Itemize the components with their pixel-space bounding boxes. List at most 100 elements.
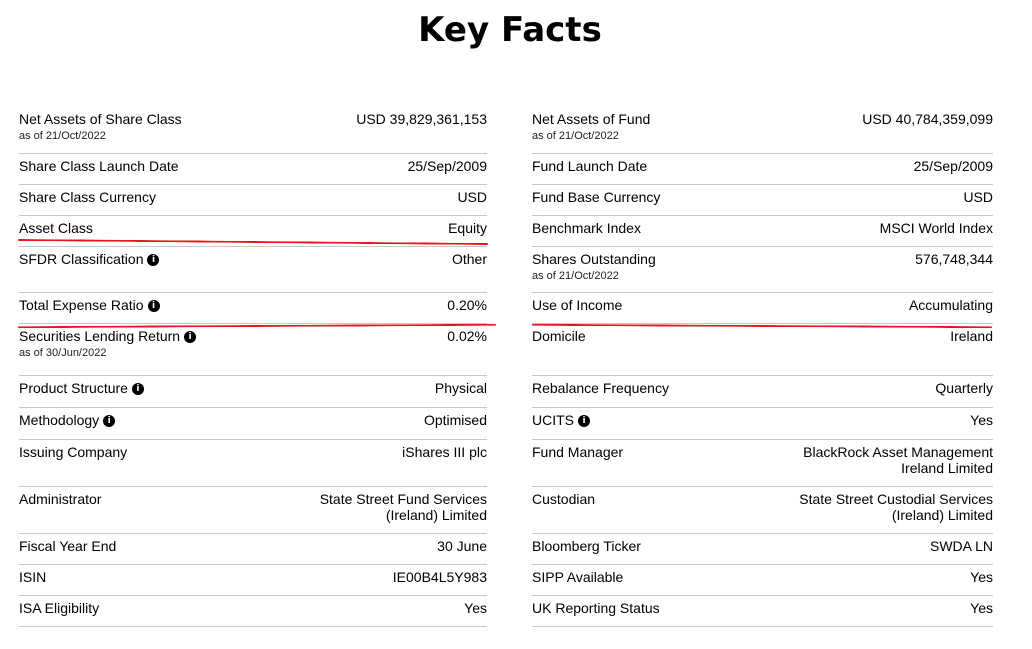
fact-row-share-class-currency: Share Class Currency USD bbox=[19, 185, 487, 216]
fact-row-isa-eligibility: ISA Eligibility Yes bbox=[19, 596, 487, 627]
fact-label-text: Fund Base Currency bbox=[532, 189, 661, 205]
fact-row-administrator: Administrator State Street Fund Services … bbox=[19, 487, 487, 534]
fact-label-text: ISIN bbox=[19, 569, 47, 585]
fact-label-text: Securities Lending Return bbox=[19, 328, 181, 344]
fact-label-wrap: Methodology i bbox=[19, 412, 116, 429]
fact-row-domicile: Domicile Ireland bbox=[532, 324, 993, 376]
fact-as-of-date: as of 21/Oct/2022 bbox=[532, 130, 619, 142]
fact-row-methodology: Methodology i Optimised bbox=[19, 408, 487, 440]
fact-value: Quarterly bbox=[935, 380, 993, 396]
fact-label: Net Assets of Fund bbox=[532, 111, 650, 128]
fact-label-wrap: SIPP Available bbox=[532, 569, 623, 586]
info-icon[interactable]: i bbox=[184, 330, 197, 343]
fact-label-wrap: Shares Outstanding as of 21/Oct/2022 bbox=[532, 251, 656, 283]
fact-label-text: Net Assets of Share Class bbox=[19, 111, 182, 127]
fact-as-of-date: as of 21/Oct/2022 bbox=[532, 270, 619, 282]
fact-value: Equity bbox=[448, 220, 487, 236]
fact-value: USD 40,784,359,099 bbox=[862, 111, 993, 127]
fact-label-text: Product Structure bbox=[19, 380, 128, 396]
info-icon[interactable]: i bbox=[147, 253, 160, 266]
fact-label: Asset Class bbox=[19, 220, 93, 237]
fact-label-text: Rebalance Frequency bbox=[532, 380, 669, 396]
fact-label: ISA Eligibility bbox=[19, 600, 99, 617]
info-icon[interactable]: i bbox=[103, 414, 116, 427]
fact-label: Rebalance Frequency bbox=[532, 380, 669, 397]
fact-label: Use of Income bbox=[532, 297, 622, 314]
fact-label-wrap: SFDR Classification i bbox=[19, 251, 160, 268]
fact-value: 25/Sep/2009 bbox=[407, 158, 487, 174]
fact-value: iShares III plc bbox=[402, 444, 487, 460]
fact-label-wrap: Product Structure i bbox=[19, 380, 144, 397]
fact-label: Administrator bbox=[19, 491, 101, 508]
fact-label: Securities Lending Return i bbox=[19, 328, 197, 345]
fact-row-sipp-available: SIPP Available Yes bbox=[532, 565, 993, 596]
fact-label: Fund Base Currency bbox=[532, 189, 660, 206]
fact-label-wrap: Rebalance Frequency bbox=[532, 380, 669, 397]
fact-value: USD 39,829,361,153 bbox=[356, 111, 487, 127]
fact-as-of-date: as of 30/Jun/2022 bbox=[19, 347, 107, 359]
fact-label: Net Assets of Share Class bbox=[19, 111, 182, 128]
page-title: Key Facts bbox=[418, 10, 602, 50]
fact-label: Total Expense Ratio i bbox=[19, 297, 160, 314]
fact-value: 0.02% bbox=[447, 328, 487, 344]
info-icon[interactable]: i bbox=[147, 299, 160, 312]
fact-label-wrap: Administrator bbox=[19, 491, 101, 508]
fact-label-wrap: Securities Lending Return i as of 30/Jun/2… bbox=[19, 328, 197, 360]
fact-label: Product Structure i bbox=[19, 380, 144, 397]
fact-value: 0.20% bbox=[447, 297, 487, 313]
fact-row-total-expense-ratio: Total Expense Ratio i 0.20% bbox=[19, 293, 487, 324]
fact-label-wrap: Fund Manager bbox=[532, 444, 623, 461]
fact-value: State Street Custodial Services (Ireland… bbox=[799, 491, 993, 523]
fact-label-text: Asset Class bbox=[19, 220, 93, 236]
info-icon[interactable]: i bbox=[578, 414, 590, 427]
fact-value: Optimised bbox=[423, 412, 487, 428]
fact-label-text: UK Reporting Status bbox=[532, 600, 660, 616]
fact-value: Yes bbox=[464, 600, 487, 616]
fact-label-wrap: UCITS i bbox=[532, 412, 590, 429]
fact-row-issuing-company: Issuing Company iShares III plc bbox=[19, 440, 487, 487]
fact-row-shares-outstanding: Shares Outstanding as of 21/Oct/2022 576,7… bbox=[532, 247, 993, 293]
fact-row-securities-lending-return: Securities Lending Return i as of 30/Jun/2… bbox=[19, 324, 487, 376]
fact-row-product-structure: Product Structure i Physical bbox=[19, 376, 487, 408]
fact-label: UK Reporting Status bbox=[532, 600, 660, 617]
fact-value: Yes bbox=[970, 412, 993, 428]
fact-label-text: Methodology bbox=[19, 412, 100, 428]
fact-value: Other bbox=[451, 251, 487, 267]
fact-row-use-of-income: Use of Income Accumulating bbox=[532, 293, 993, 324]
fact-label-wrap: Net Assets of Share Class as of 21/Oct/20… bbox=[19, 111, 182, 143]
info-icon[interactable]: i bbox=[131, 382, 144, 395]
fact-label-wrap: Bloomberg Ticker bbox=[532, 538, 641, 555]
fact-label: UCITS i bbox=[532, 412, 590, 429]
fact-label-wrap: Use of Income bbox=[532, 297, 622, 314]
fact-value: Accumulating bbox=[908, 297, 993, 313]
fact-label-wrap: Domicile bbox=[532, 328, 586, 345]
fact-value: BlackRock Asset Management Ireland Limit… bbox=[803, 444, 993, 476]
fact-label: Fund Launch Date bbox=[532, 158, 647, 175]
fact-label: Fiscal Year End bbox=[19, 538, 116, 555]
fact-row-fund-manager: Fund Manager BlackRock Asset Management I… bbox=[532, 440, 993, 487]
fact-row-custodian: Custodian State Street Custodial Services… bbox=[532, 487, 993, 534]
fact-label-wrap: Asset Class bbox=[19, 220, 93, 237]
fact-label-text: SIPP Available bbox=[532, 569, 624, 585]
fact-label-text: Fiscal Year End bbox=[19, 538, 117, 554]
fact-label-text: Fund Manager bbox=[532, 444, 624, 460]
fact-value: IE00B4L5Y983 bbox=[392, 569, 487, 585]
fact-label-wrap: Benchmark Index bbox=[532, 220, 641, 237]
fact-value: MSCI World Index bbox=[879, 220, 993, 236]
fact-label-wrap: Custodian bbox=[532, 491, 595, 508]
fact-label-text: Use of Income bbox=[532, 297, 623, 313]
fact-row-fund-launch-date: Fund Launch Date 25/Sep/2009 bbox=[532, 154, 993, 185]
fact-value: USD bbox=[457, 189, 487, 205]
fact-row-share-class-launch-date: Share Class Launch Date 25/Sep/2009 bbox=[19, 154, 487, 185]
fact-value: 25/Sep/2009 bbox=[913, 158, 993, 174]
fact-row-uk-reporting-status: UK Reporting Status Yes bbox=[532, 596, 993, 627]
fact-label-wrap: Share Class Currency bbox=[19, 189, 156, 206]
fact-label-text: Administrator bbox=[19, 491, 102, 507]
fact-row-fund-base-currency: Fund Base Currency USD bbox=[532, 185, 993, 216]
fact-label-text: Domicile bbox=[532, 328, 586, 344]
fact-value: 576,748,344 bbox=[915, 251, 993, 267]
fact-label-wrap: Fund Launch Date bbox=[532, 158, 647, 175]
fact-label-wrap: Net Assets of Fund as of 21/Oct/2022 bbox=[532, 111, 650, 143]
fact-label: Fund Manager bbox=[532, 444, 623, 461]
fact-row-net-assets-of-fund: Net Assets of Fund as of 21/Oct/2022 USD 4… bbox=[532, 107, 993, 154]
